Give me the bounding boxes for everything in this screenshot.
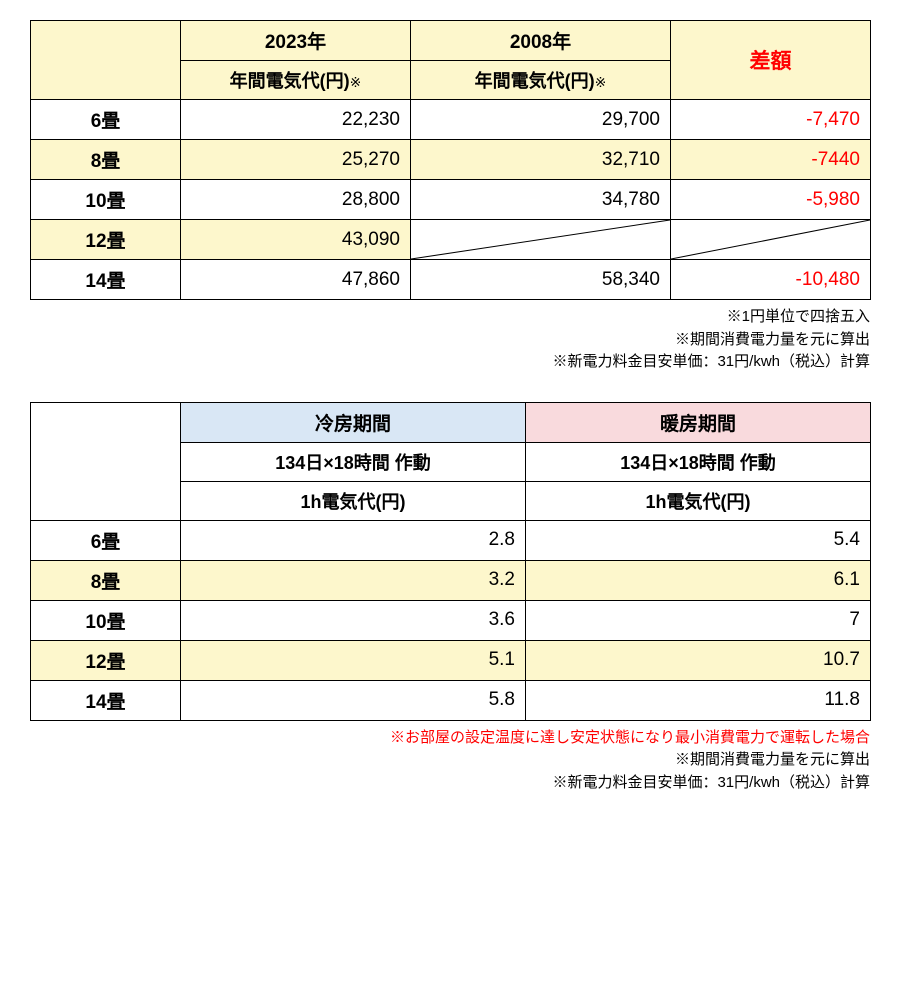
row-label: 8畳 bbox=[31, 560, 181, 600]
row-label: 12畳 bbox=[31, 220, 181, 260]
note-line: ※期間消費電力量を元に算出 bbox=[30, 749, 870, 772]
note-line: ※新電力料金目安単価：31円/kwh（税込）計算 bbox=[30, 351, 870, 374]
cell-diff-slash bbox=[671, 220, 871, 260]
table1-sub-2023-text: 年間電気代(円) bbox=[230, 71, 350, 91]
cell-2023: 47,860 bbox=[181, 260, 411, 300]
table2-corner bbox=[31, 402, 181, 520]
row-label: 10畳 bbox=[31, 600, 181, 640]
cell-cool: 5.8 bbox=[181, 680, 526, 720]
table-row: 8畳3.26.1 bbox=[31, 560, 871, 600]
table-row: 6畳22,23029,700-7,470 bbox=[31, 100, 871, 140]
row-label: 14畳 bbox=[31, 260, 181, 300]
table-row: 8畳25,27032,710-7440 bbox=[31, 140, 871, 180]
cell-heat: 10.7 bbox=[526, 640, 871, 680]
table1-sub-2008-text: 年間電気代(円) bbox=[475, 71, 595, 91]
cell-2008-slash bbox=[411, 220, 671, 260]
cell-diff: -7440 bbox=[671, 140, 871, 180]
table-row: 6畳2.85.4 bbox=[31, 520, 871, 560]
cell-2023: 25,270 bbox=[181, 140, 411, 180]
table-row: 10畳3.67 bbox=[31, 600, 871, 640]
cell-2008: 34,780 bbox=[411, 180, 671, 220]
note-line: ※期間消費電力量を元に算出 bbox=[30, 329, 870, 352]
cell-heat: 11.8 bbox=[526, 680, 871, 720]
table2-notes: ※お部屋の設定温度に達し安定状態になり最小消費電力で運転した場合※期間消費電力量… bbox=[30, 727, 870, 795]
cell-diff: -7,470 bbox=[671, 100, 871, 140]
table1-hdr-2023: 2023年 bbox=[181, 21, 411, 61]
note-line-red: ※お部屋の設定温度に達し安定状態になり最小消費電力で運転した場合 bbox=[30, 727, 870, 750]
hourly-cost-table: 冷房期間 暖房期間 134日×18時間 作動 134日×18時間 作動 1h電気… bbox=[30, 402, 871, 721]
row-label: 8畳 bbox=[31, 140, 181, 180]
row-label: 10畳 bbox=[31, 180, 181, 220]
table-row: 12畳5.110.7 bbox=[31, 640, 871, 680]
table2-sub-cool-period: 134日×18時間 作動 bbox=[181, 442, 526, 481]
cell-heat: 5.4 bbox=[526, 520, 871, 560]
table1-hdr-diff: 差額 bbox=[671, 21, 871, 100]
cell-heat: 7 bbox=[526, 600, 871, 640]
annot-mark: ※ bbox=[595, 74, 607, 90]
row-label: 6畳 bbox=[31, 100, 181, 140]
table-row: 12畳43,090 bbox=[31, 220, 871, 260]
table1-corner bbox=[31, 21, 181, 100]
cell-cool: 5.1 bbox=[181, 640, 526, 680]
table1-notes: ※1円単位で四捨五入※期間消費電力量を元に算出※新電力料金目安単価：31円/kw… bbox=[30, 306, 870, 374]
table1-sub-2008: 年間電気代(円)※ bbox=[411, 61, 671, 100]
cell-diff: -5,980 bbox=[671, 180, 871, 220]
note-line: ※新電力料金目安単価：31円/kwh（税込）計算 bbox=[30, 772, 870, 795]
row-label: 12畳 bbox=[31, 640, 181, 680]
table2-sub-heat-cost: 1h電気代(円) bbox=[526, 481, 871, 520]
cell-2023: 22,230 bbox=[181, 100, 411, 140]
cell-diff: -10,480 bbox=[671, 260, 871, 300]
table-row: 10畳28,80034,780-5,980 bbox=[31, 180, 871, 220]
annual-cost-table: 2023年 2008年 差額 年間電気代(円)※ 年間電気代(円)※ 6畳22,… bbox=[30, 20, 871, 300]
cell-2008: 58,340 bbox=[411, 260, 671, 300]
cell-cool: 3.6 bbox=[181, 600, 526, 640]
table1-hdr-2008: 2008年 bbox=[411, 21, 671, 61]
table-row: 14畳5.811.8 bbox=[31, 680, 871, 720]
cell-2023: 28,800 bbox=[181, 180, 411, 220]
row-label: 14畳 bbox=[31, 680, 181, 720]
cell-2008: 32,710 bbox=[411, 140, 671, 180]
cell-heat: 6.1 bbox=[526, 560, 871, 600]
cell-2008: 29,700 bbox=[411, 100, 671, 140]
table2-hdr-heat: 暖房期間 bbox=[526, 402, 871, 442]
table2-sub-cool-cost: 1h電気代(円) bbox=[181, 481, 526, 520]
cell-2023: 43,090 bbox=[181, 220, 411, 260]
table-row: 14畳47,86058,340-10,480 bbox=[31, 260, 871, 300]
row-label: 6畳 bbox=[31, 520, 181, 560]
cell-cool: 2.8 bbox=[181, 520, 526, 560]
annot-mark: ※ bbox=[350, 74, 362, 90]
note-line: ※1円単位で四捨五入 bbox=[30, 306, 870, 329]
cell-cool: 3.2 bbox=[181, 560, 526, 600]
table2-sub-heat-period: 134日×18時間 作動 bbox=[526, 442, 871, 481]
table1-sub-2023: 年間電気代(円)※ bbox=[181, 61, 411, 100]
table2-hdr-cool: 冷房期間 bbox=[181, 402, 526, 442]
